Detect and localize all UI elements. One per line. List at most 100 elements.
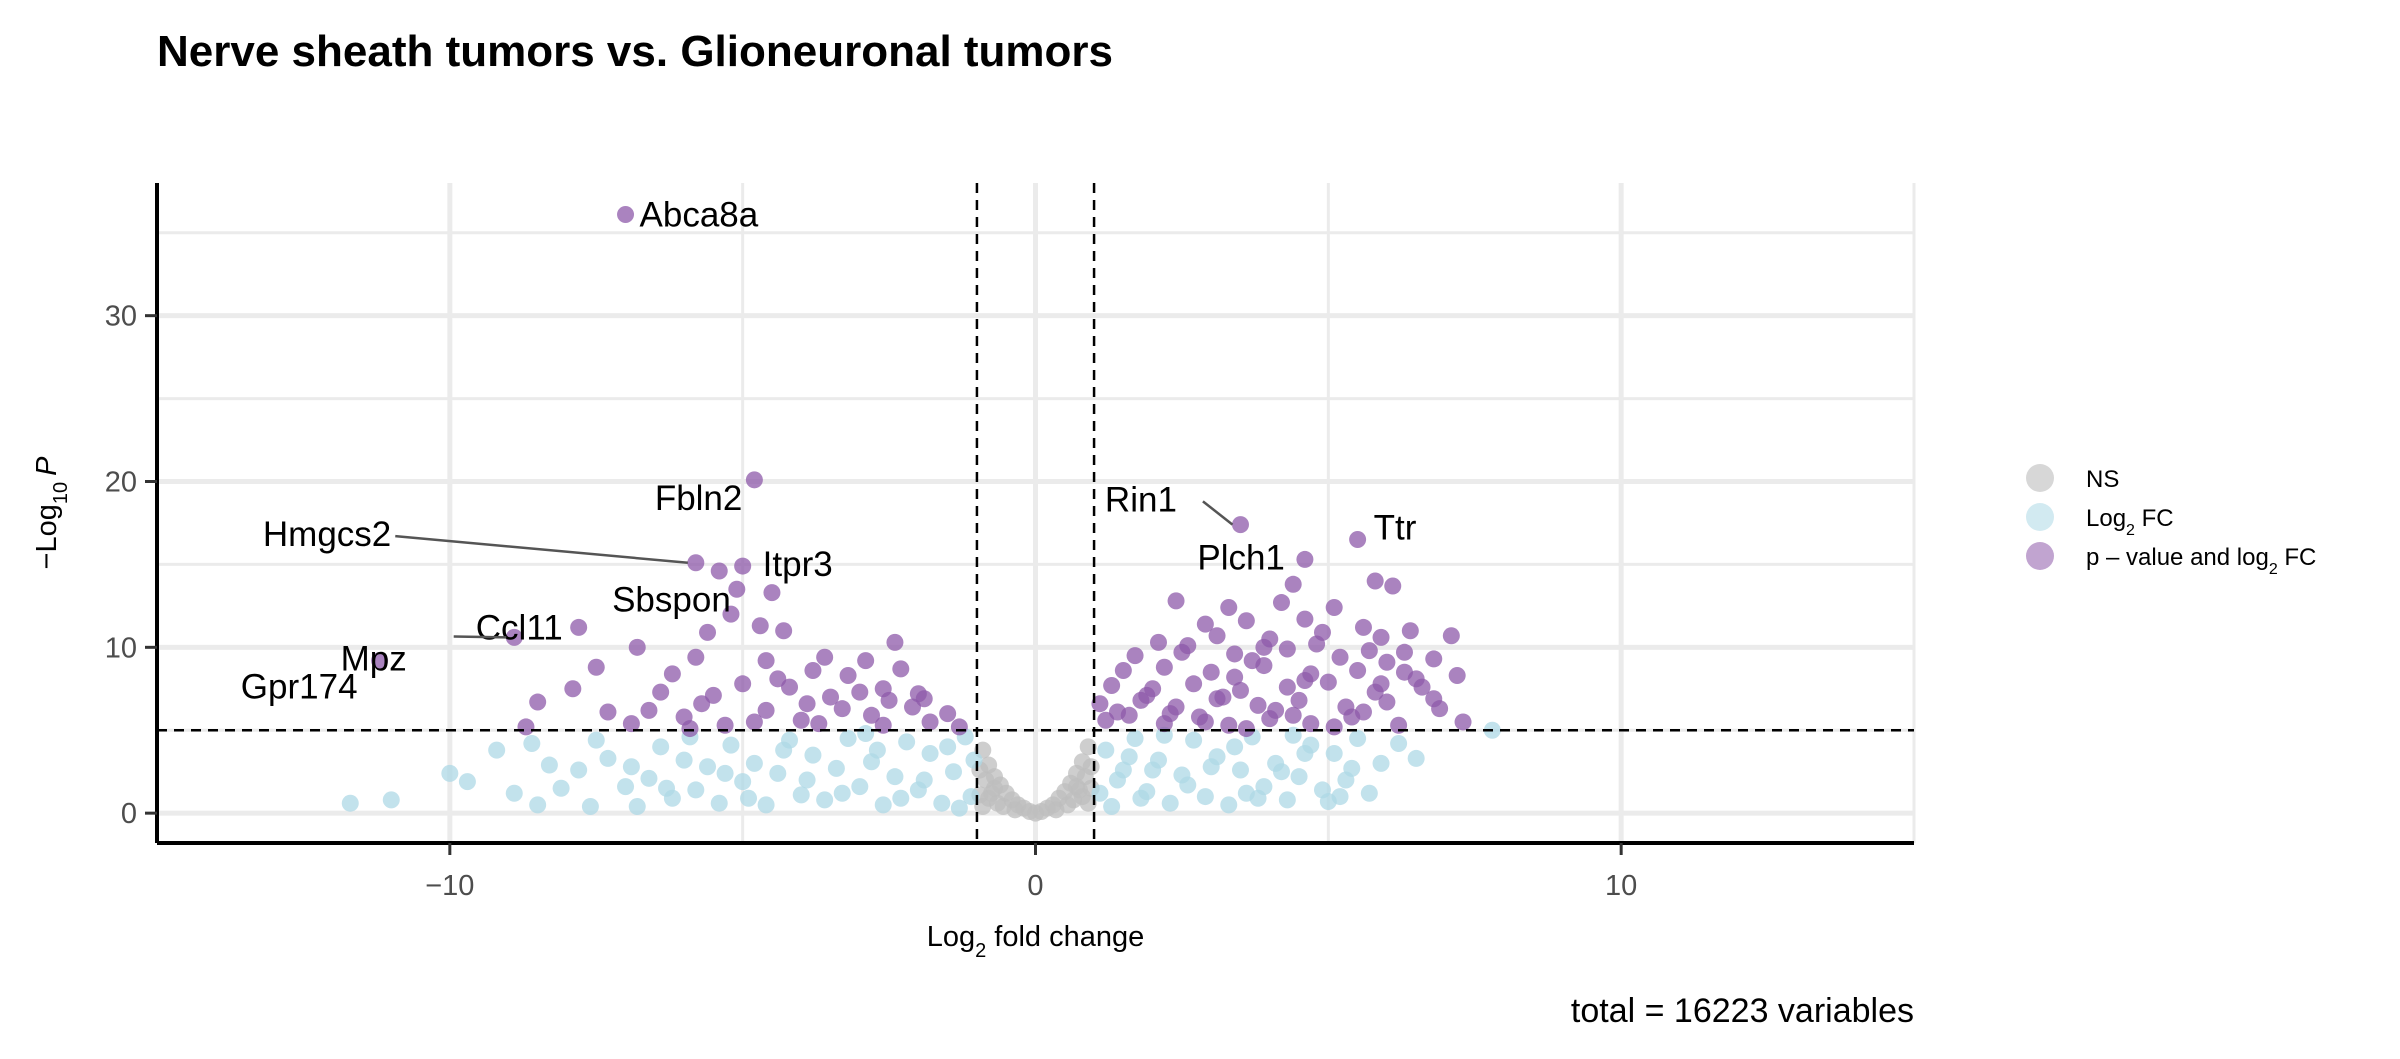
significant-point [371, 652, 389, 670]
gene-label: Fbln2 [655, 479, 743, 518]
log2fc-point [740, 789, 758, 807]
significant-point [857, 652, 875, 670]
log2fc-point [898, 733, 916, 751]
significant-point [851, 683, 869, 701]
significant-point [1231, 516, 1249, 534]
log2fc-point [1278, 791, 1296, 809]
significant-point [804, 662, 822, 680]
log2fc-point [892, 789, 910, 807]
log2fc-point [1196, 788, 1214, 806]
log2fc-point [798, 771, 816, 789]
significant-point [822, 688, 840, 706]
significant-point [1349, 531, 1367, 549]
x-tick-label: 0 [1027, 870, 1043, 902]
ns-point [986, 779, 1004, 797]
significant-point [1196, 615, 1214, 633]
significant-point [1202, 663, 1220, 681]
caption: total = 16223 variables [1571, 992, 1914, 1030]
significant-point [1103, 676, 1121, 694]
significant-point [1407, 670, 1425, 688]
significant-point [1372, 628, 1390, 646]
significant-point [751, 617, 769, 635]
log2fc-point [587, 731, 605, 749]
significant-point [1395, 643, 1413, 661]
significant-point [1108, 703, 1126, 721]
significant-point [1401, 622, 1419, 640]
significant-point [1354, 618, 1372, 636]
log2fc-point [505, 784, 523, 802]
significant-point [769, 670, 787, 688]
significant-point [663, 665, 681, 683]
significant-point [1231, 681, 1249, 699]
gene-label: Ccl11 [476, 608, 563, 647]
log2fc-point [816, 791, 834, 809]
label-connector [1202, 500, 1234, 526]
significant-point [1272, 594, 1290, 612]
significant-point [1308, 635, 1326, 653]
significant-point [1442, 627, 1460, 645]
log2fc-point [722, 736, 740, 754]
log2fc-point [857, 725, 875, 743]
gene-label: Abca8a [640, 196, 759, 235]
log2fc-point [833, 784, 851, 802]
log2fc-point [1325, 744, 1343, 762]
significant-point [1284, 575, 1302, 593]
log2fc-point [341, 794, 359, 812]
significant-point [640, 701, 658, 719]
significant-point [1296, 671, 1314, 689]
log2fc-point [699, 758, 717, 776]
significant-point [734, 557, 752, 575]
significant-point [652, 683, 670, 701]
legend-key [2026, 464, 2054, 492]
log2fc-point [1372, 754, 1390, 772]
x-axis-title: Log2 fold change [927, 921, 1145, 962]
log2fc-point [921, 744, 939, 762]
significant-point [628, 638, 646, 656]
significant-point [1255, 638, 1273, 656]
significant-point [1319, 673, 1337, 691]
log2fc-point [652, 738, 670, 756]
gene-label: Ttr [1374, 509, 1417, 548]
log2fc-point [868, 741, 886, 759]
log2fc-point [734, 773, 752, 791]
significant-point [1284, 706, 1302, 724]
significant-point [1179, 637, 1197, 655]
log2fc-point [945, 763, 963, 781]
significant-point [1360, 642, 1378, 660]
significant-point [1208, 627, 1226, 645]
significant-point [863, 706, 881, 724]
log2fc-point [757, 796, 775, 814]
significant-point [1114, 662, 1132, 680]
legend-key [2026, 503, 2054, 531]
significant-point [950, 718, 968, 736]
log2fc-point [1296, 744, 1314, 762]
significant-point [745, 471, 763, 489]
significant-point [722, 605, 740, 623]
log2fc-point [540, 756, 558, 774]
significant-point [1454, 713, 1472, 731]
significant-point [1185, 675, 1203, 693]
ns-point [1079, 738, 1097, 756]
log2fc-point [1179, 776, 1197, 794]
log2fc-point [628, 798, 646, 816]
log2fc-point [640, 769, 658, 787]
significant-point [1296, 550, 1314, 568]
significant-point [1167, 592, 1185, 610]
log2fc-point [1237, 784, 1255, 802]
significant-point [529, 693, 547, 711]
x-tick-label: 10 [1605, 870, 1637, 902]
log2fc-point [1349, 730, 1367, 748]
log2fc-point [886, 768, 904, 786]
log2fc-point [1202, 758, 1220, 776]
significant-point [570, 618, 588, 636]
gene-label: Itpr3 [763, 545, 833, 584]
significant-point [1278, 640, 1296, 658]
log2fc-point [523, 735, 541, 753]
legend-label: p – value and log2 FC [2086, 544, 2316, 578]
log2fc-point [1231, 761, 1249, 779]
ns-point [1006, 801, 1024, 819]
log2fc-point [1120, 748, 1138, 766]
log2fc-point [933, 794, 951, 812]
log2fc-point [1272, 763, 1290, 781]
y-tick-label: 0 [121, 798, 137, 830]
